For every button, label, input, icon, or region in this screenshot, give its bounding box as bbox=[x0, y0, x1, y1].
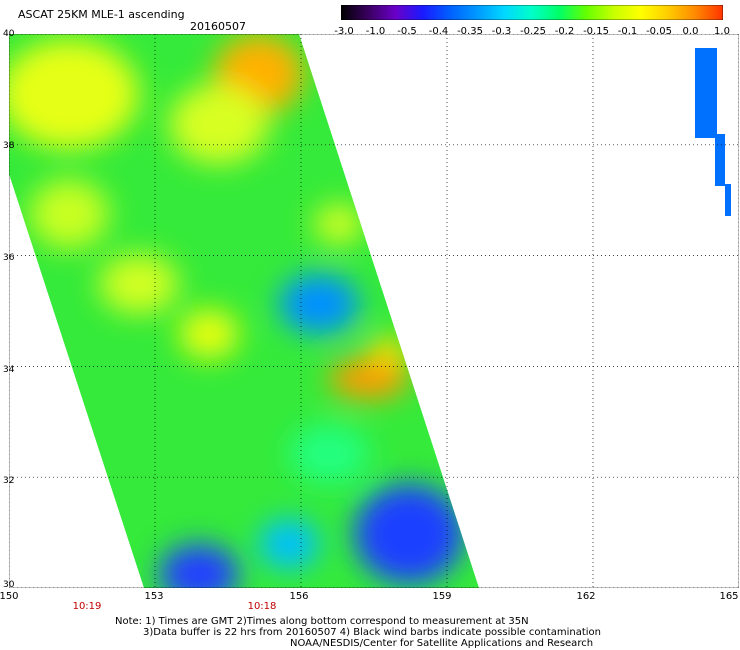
color-scale-label: -0.2 bbox=[554, 26, 575, 37]
map-date: 20160507 bbox=[190, 20, 246, 33]
color-scale-label: -1.0 bbox=[365, 26, 386, 37]
lat-tick-36: 36 bbox=[3, 253, 15, 263]
right-edge-strip bbox=[695, 48, 731, 216]
map-title: ASCAT 25KM MLE-1 ascending bbox=[18, 8, 185, 21]
note-line-2: 3)Data buffer is 22 hrs from 20160507 4)… bbox=[143, 627, 601, 638]
lon-tick-150: 150 bbox=[0, 591, 19, 602]
color-scale-label: -0.4 bbox=[428, 26, 449, 37]
color-scale-label: 0.0 bbox=[682, 26, 699, 37]
color-scale-label: -3.0 bbox=[334, 26, 354, 37]
lon-tick-165: 165 bbox=[719, 591, 739, 602]
color-scale-label: -0.3 bbox=[491, 26, 512, 37]
color-scale-label: -0.1 bbox=[617, 26, 638, 37]
lat-tick-32: 32 bbox=[3, 476, 15, 486]
lat-tick-34: 34 bbox=[3, 365, 15, 375]
lat-tick-38: 38 bbox=[3, 141, 15, 151]
wind-speed-map bbox=[9, 34, 739, 588]
lon-tick-162: 162 bbox=[576, 591, 596, 602]
lat-tick-40: 40 bbox=[3, 29, 15, 39]
note-line-3: NOAA/NESDIS/Center for Satellite Applica… bbox=[290, 638, 594, 649]
color-scale-label: -0.25 bbox=[520, 26, 546, 37]
lon-tick-153: 153 bbox=[144, 591, 164, 602]
color-scale-label: -0.5 bbox=[397, 26, 417, 37]
lat-tick-30: 30 bbox=[3, 580, 15, 590]
color-scale-label: -0.05 bbox=[646, 26, 672, 37]
time-label-1: 10:19 bbox=[72, 601, 102, 612]
note-line-1: Note: 1) Times are GMT 2)Times along bot… bbox=[115, 616, 529, 627]
swath-data bbox=[9, 34, 479, 588]
color-scale-bar bbox=[341, 5, 723, 20]
color-scale-label: -0.15 bbox=[583, 26, 609, 37]
color-scale-label: -0.35 bbox=[457, 26, 483, 37]
time-label-2: 10:18 bbox=[247, 601, 277, 612]
lon-tick-156: 156 bbox=[289, 591, 309, 602]
color-scale-gradient bbox=[341, 5, 723, 20]
color-scale-label: 1.0 bbox=[714, 26, 730, 37]
lon-tick-159: 159 bbox=[432, 591, 452, 602]
